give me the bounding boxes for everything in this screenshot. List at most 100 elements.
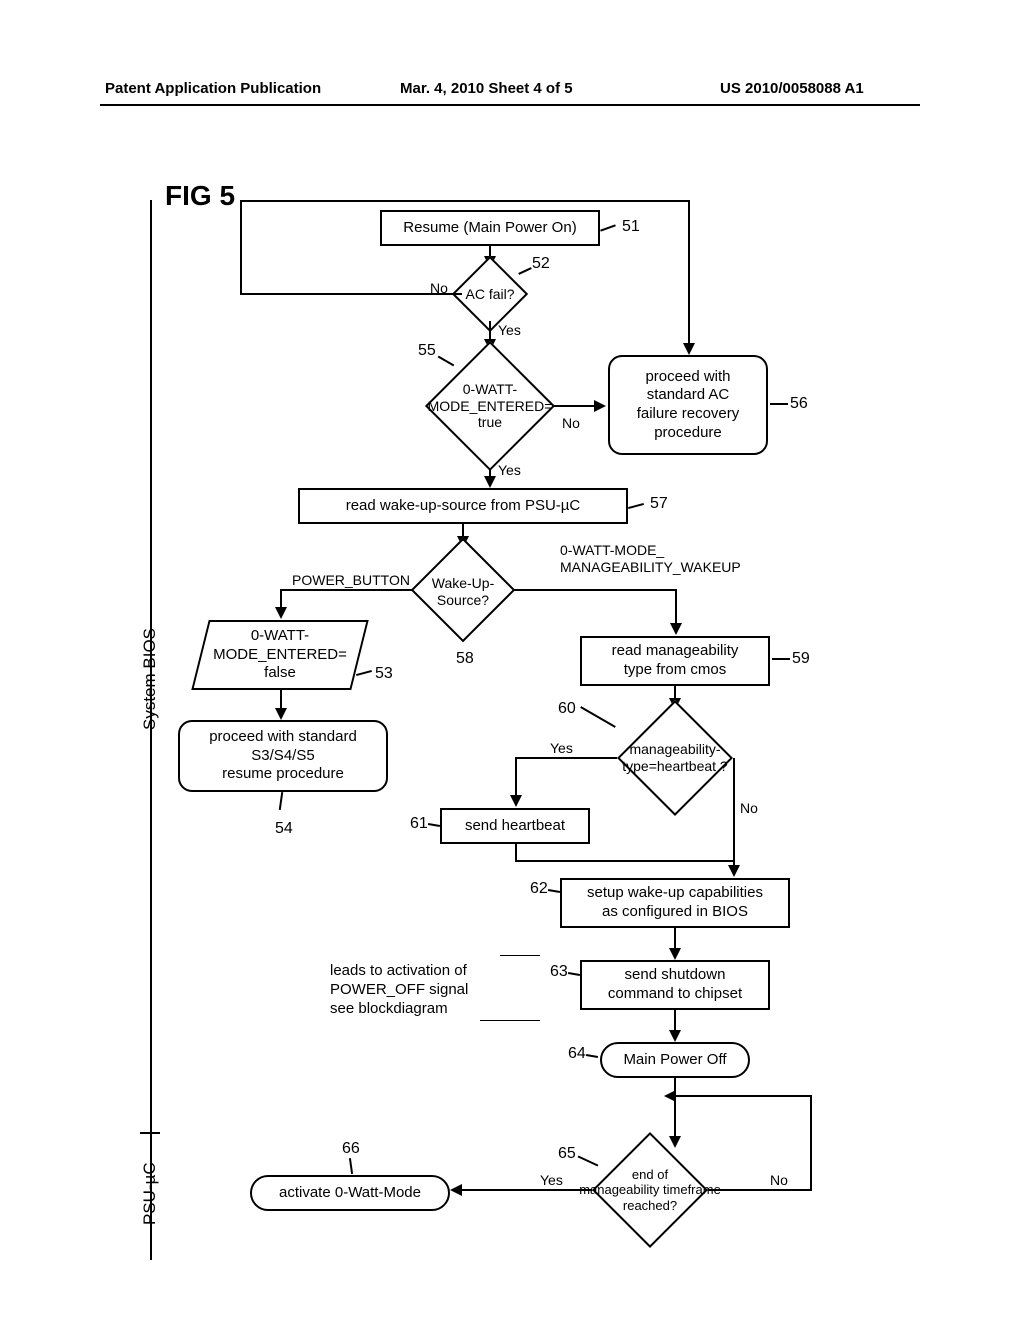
edge-58-left-v <box>280 589 282 609</box>
arrow-64-65 <box>669 1136 681 1148</box>
branch-58-right: 0-WATT-MODE_ MANAGEABILITY_WAKEUP <box>560 542 741 576</box>
sidebar-psu-label: PSU-µC <box>140 1162 160 1225</box>
branch-60-no: No <box>740 800 758 816</box>
ref-58: 58 <box>456 650 474 668</box>
arrow-52-no <box>683 343 695 355</box>
edge-62-63 <box>674 928 676 950</box>
edge-60-no-v <box>733 758 735 868</box>
node-read-mng-type: read manageability type from cmos <box>580 636 770 686</box>
edge-61-d <box>515 844 517 860</box>
ref-60: 60 <box>558 700 576 718</box>
edge-65-no-h2 <box>676 1095 812 1097</box>
arrow-65-66 <box>450 1184 462 1196</box>
arrow-60-62 <box>728 865 740 877</box>
ref-52: 52 <box>532 255 550 273</box>
node-read-wake-source: read wake-up-source from PSU-µC <box>298 488 628 524</box>
node-ac-recovery: proceed with standard AC failure recover… <box>608 355 768 455</box>
branch-52-yes: Yes <box>498 322 521 338</box>
header-center: Mar. 4, 2010 Sheet 4 of 5 <box>400 80 573 97</box>
edge-60-61-h <box>515 757 617 759</box>
arrow-55-56 <box>594 400 606 412</box>
arrow-63-64 <box>669 1030 681 1042</box>
edge-52-no-v1 <box>240 200 242 295</box>
edge-61-h <box>515 860 735 862</box>
figure-label: FIG 5 <box>165 180 235 212</box>
leader-56 <box>770 403 788 405</box>
ref-61: 61 <box>410 815 428 833</box>
page: Patent Application Publication Mar. 4, 2… <box>0 0 1024 1320</box>
node-0watt-entered-true-label: 0-WATT- MODE_ENTERED= true <box>414 378 566 434</box>
leader-64 <box>586 1054 598 1058</box>
node-heartbeat-q-label: manageability- type=heartbeat ? <box>598 738 752 778</box>
branch-58-left: POWER_BUTTON <box>292 572 410 588</box>
node-resume: Resume (Main Power On) <box>380 210 600 246</box>
note-line-bot <box>480 1020 540 1021</box>
node-send-heartbeat: send heartbeat <box>440 808 590 844</box>
sidebar-line <box>150 200 152 1260</box>
leader-54 <box>279 792 283 810</box>
ref-53: 53 <box>375 665 393 683</box>
node-send-shutdown: send shutdown command to chipset <box>580 960 770 1010</box>
edge-65-no-v <box>810 1095 812 1191</box>
ref-59: 59 <box>792 650 810 668</box>
edge-60-61-v <box>515 757 517 797</box>
branch-65-yes: Yes <box>540 1172 563 1188</box>
node-main-power-off: Main Power Off <box>600 1042 750 1078</box>
edge-55-56 <box>554 405 594 407</box>
note-63: leads to activation of POWER_OFF signal … <box>330 962 468 1018</box>
header-right: US 2010/0058088 A1 <box>720 80 864 97</box>
sidebar-divider <box>140 1132 160 1134</box>
arrow-60-61 <box>510 795 522 807</box>
arrow-55-57 <box>484 476 496 488</box>
node-set-false-label: 0-WATT- MODE_ENTERED= false <box>195 620 365 690</box>
leader-63 <box>568 972 580 976</box>
edge-63-64 <box>674 1010 676 1032</box>
branch-55-no: No <box>562 415 580 431</box>
header-rule <box>100 104 920 106</box>
ref-63: 63 <box>550 963 568 981</box>
ref-62: 62 <box>530 880 548 898</box>
branch-60-yes: Yes <box>550 740 573 756</box>
leader-62 <box>548 889 560 893</box>
arrow-62-63 <box>669 948 681 960</box>
leader-57 <box>628 503 644 509</box>
ref-64: 64 <box>568 1045 586 1063</box>
leader-65 <box>578 1155 599 1166</box>
edge-65-no-h1 <box>708 1189 810 1191</box>
arrow-65-no <box>664 1090 676 1102</box>
edge-52-no-h1 <box>240 293 462 295</box>
ref-54: 54 <box>275 820 293 838</box>
arrow-58-right <box>670 623 682 635</box>
ref-56: 56 <box>790 395 808 413</box>
edge-52-no-h2 <box>240 200 688 202</box>
sidebar-bios-label: System BIOS <box>140 628 160 730</box>
edge-58-right-v <box>675 589 677 625</box>
leader-66 <box>349 1158 353 1174</box>
branch-65-no: No <box>770 1172 788 1188</box>
leader-55 <box>438 356 455 367</box>
ref-51: 51 <box>622 218 640 236</box>
edge-53-54 <box>280 690 282 710</box>
arrow-58-left <box>275 607 287 619</box>
edge-65-66 <box>462 1189 592 1191</box>
node-setup-wakeup: setup wake-up capabilities as configured… <box>560 878 790 928</box>
arrow-53-54 <box>275 708 287 720</box>
header-left: Patent Application Publication <box>105 80 321 97</box>
leader-61 <box>428 823 440 827</box>
ref-55: 55 <box>418 342 436 360</box>
branch-55-yes: Yes <box>498 462 521 478</box>
leader-52 <box>518 267 532 275</box>
ref-57: 57 <box>650 495 668 513</box>
node-activate-0watt: activate 0-Watt-Mode <box>250 1175 450 1211</box>
ref-66: 66 <box>342 1140 360 1158</box>
note-line-top <box>500 955 540 956</box>
leader-51 <box>600 224 616 231</box>
ref-65: 65 <box>558 1145 576 1163</box>
leader-59 <box>772 658 790 660</box>
leader-60 <box>580 706 616 728</box>
edge-64-65 <box>674 1078 676 1138</box>
node-wakeup-source-label: Wake-Up- Source? <box>416 572 510 612</box>
edge-58-right <box>514 589 675 591</box>
edge-58-left <box>280 589 412 591</box>
edge-52-no-v2 <box>688 200 690 345</box>
